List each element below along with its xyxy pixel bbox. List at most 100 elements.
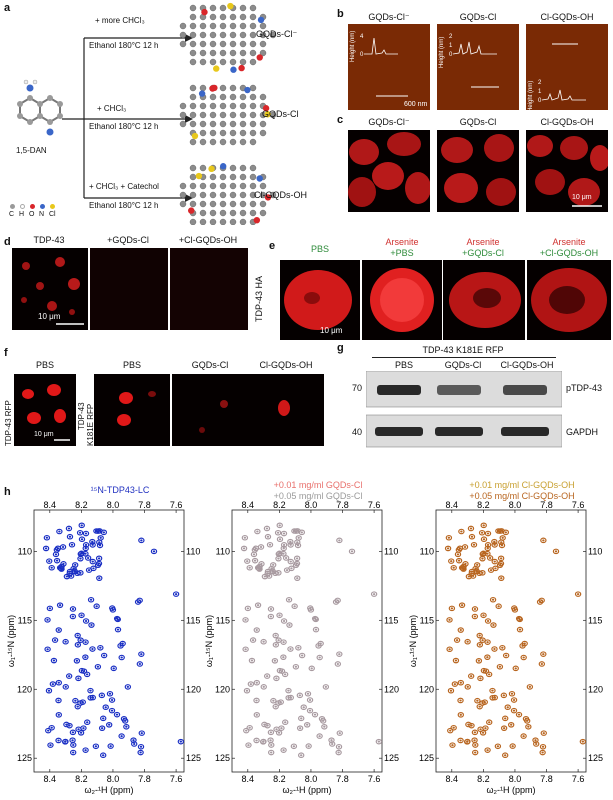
xtick-top: 8.2 [273, 500, 286, 510]
nmr-peak [332, 599, 340, 605]
nmr-peak [55, 627, 62, 633]
conditions-3: Ethanol 180°C 12 h [89, 201, 159, 210]
nmr-peak [90, 565, 97, 572]
nmr-peak [270, 562, 277, 568]
g-lane-1: PBS [394, 360, 413, 370]
nmr-peak [55, 697, 62, 704]
panel-label-d: d [4, 236, 11, 248]
ytick-right: 120 [186, 684, 201, 694]
nmr-peak [82, 550, 89, 557]
nmr-peak [462, 561, 469, 567]
ptdp-band-3 [503, 385, 547, 395]
nmr-peak [66, 722, 73, 729]
xtick-top: 7.6 [170, 500, 183, 510]
nmr-peak [479, 730, 487, 736]
afm-image-2: Height (nm) 2 1 0 [437, 24, 519, 110]
nmr-peak [97, 644, 104, 651]
nucleus-image-3 [443, 260, 525, 340]
nmr-peak [94, 663, 102, 670]
nmr-peak [540, 537, 547, 544]
e-title-3b: +GQDs-Cl [462, 248, 504, 258]
nmr-peak [452, 657, 460, 664]
nmr-peak [240, 545, 248, 552]
nmr-peak [293, 560, 301, 567]
b3-ylabel: Height (nm) [528, 81, 534, 110]
nmr-peak [78, 522, 85, 529]
nmr-peak [60, 561, 67, 567]
nmr-peak [72, 697, 79, 704]
nmr-peak [55, 712, 63, 718]
droplet-image-2 [90, 248, 168, 330]
nmr-peak [118, 654, 125, 661]
nmr-peak [113, 711, 121, 718]
nmr-peak [277, 699, 284, 705]
nmr-peak [84, 719, 91, 726]
nmr-peak [512, 665, 519, 672]
nmr-peak [457, 697, 464, 704]
nmr-peak [329, 741, 336, 747]
nmr-peak [515, 711, 523, 718]
nmr-peak [87, 596, 95, 603]
nmr-peak [508, 690, 516, 697]
nmr-peak [335, 743, 343, 750]
xtick-top: 7.8 [138, 500, 151, 510]
e-title-3a: Arsenite [466, 237, 500, 247]
nmr-peak [66, 533, 74, 540]
nmr-peak [87, 687, 94, 694]
nmr-peak [113, 615, 121, 622]
g-mw-40: 40 [352, 427, 363, 437]
nmr-peak [476, 703, 483, 710]
nmr-peak [276, 536, 284, 543]
nmr-peak [89, 542, 96, 548]
nmr-peak [451, 681, 459, 687]
xtick-top: 8.4 [242, 500, 255, 510]
start-molecule-label: 1,5-DAN [16, 146, 47, 155]
gqd-structure-2 [179, 84, 277, 146]
rfp-image-2 [94, 374, 170, 446]
e-title-2b: +PBS [390, 248, 414, 258]
nmr-peak [138, 537, 145, 544]
nmr-peak [489, 596, 497, 603]
nmr-peak [280, 542, 288, 548]
nmr-peak [117, 643, 124, 649]
g-header-line [372, 357, 556, 358]
nmr-peak [76, 529, 84, 536]
e-title-4a: Arsenite [552, 237, 586, 247]
b2-ylabel: Height (nm) [439, 37, 445, 68]
nmr-peak [250, 551, 258, 558]
nmr-peak [471, 749, 479, 756]
nmr-peak [82, 618, 90, 624]
nmr-peak [89, 538, 96, 545]
nmr-peak [256, 566, 263, 572]
nmr-peak [124, 684, 132, 690]
nmr-peak [334, 661, 342, 667]
nmr-peak [77, 555, 84, 562]
nmr-peak [540, 730, 547, 736]
nmr-panel-1: 8.4 8.4 8.2 8.2 8.0 8.0 7.8 7.8 7.6 7.6 110 110 115 1… [6, 500, 201, 795]
ytick-left: 125 [17, 753, 32, 763]
nmr-peak [79, 699, 86, 705]
nmr-peak [253, 627, 260, 633]
svg-text:1: 1 [449, 43, 453, 49]
nmr-peak [134, 599, 142, 605]
nmr-peak [471, 606, 479, 612]
xtick-top: 7.8 [540, 500, 553, 510]
panel-label-h: h [4, 486, 11, 498]
nmr-peak [251, 557, 259, 564]
nmr-peak [476, 632, 483, 639]
e-title-1: PBS [310, 244, 329, 254]
nmr-peak [525, 723, 532, 730]
nucleus-image-2 [362, 260, 442, 340]
nmr-peak [281, 671, 289, 678]
nmr-peak [484, 542, 492, 548]
nmr-peak [454, 551, 462, 558]
nmr-peak [335, 749, 342, 756]
nmr-peak [461, 544, 469, 550]
nmr-peak [445, 534, 453, 541]
nmr-peak [495, 603, 502, 610]
nmr-peak [53, 557, 61, 564]
nmr-peak [80, 668, 88, 674]
nmr-peak [336, 730, 343, 736]
ytick-left: 110 [420, 546, 434, 556]
b-title-1: GQDs-Cl⁻ [368, 12, 410, 22]
